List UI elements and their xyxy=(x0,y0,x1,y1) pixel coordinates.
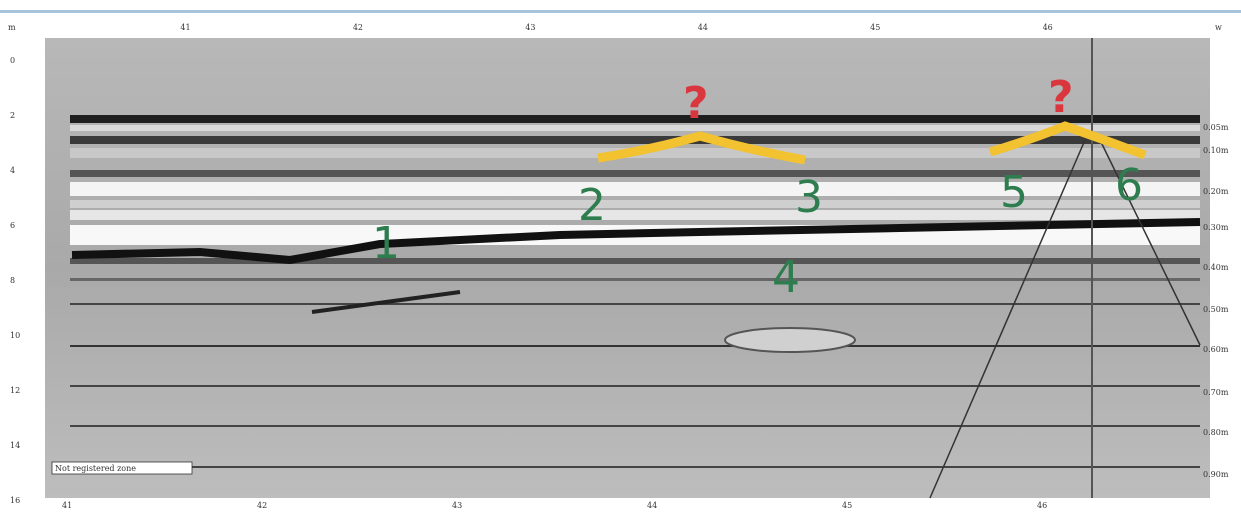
time-label: 0.50m xyxy=(1203,305,1229,314)
marker-number: 3 xyxy=(795,172,823,223)
time-label: 0.60m xyxy=(1203,345,1229,354)
depth-label: 10 xyxy=(10,331,20,340)
marker-number: 1 xyxy=(372,218,400,269)
radargram-figure: Not registered zone m414243444546w414243… xyxy=(0,0,1241,513)
layer xyxy=(70,125,1200,131)
layer xyxy=(70,385,1200,387)
layer xyxy=(70,115,1200,123)
time-label: 0.90m xyxy=(1203,470,1229,479)
layer xyxy=(70,466,1200,468)
layer xyxy=(70,200,1200,208)
bottom-axis-label: 46 xyxy=(1037,501,1047,510)
top-axis-label: 42 xyxy=(353,23,363,32)
depth-label: 16 xyxy=(10,496,20,505)
top-axis-label: w xyxy=(1215,23,1222,32)
time-label: 0.10m xyxy=(1203,146,1229,155)
top-axis-label: 41 xyxy=(180,23,190,32)
time-label: 0.30m xyxy=(1203,223,1229,232)
depth-label: 14 xyxy=(10,441,20,450)
layer xyxy=(70,278,1200,281)
marker-number: 4 xyxy=(772,252,800,303)
depth-label: 6 xyxy=(10,221,15,230)
anomaly xyxy=(725,328,855,352)
top-axis-label: 46 xyxy=(1043,23,1053,32)
depth-label: 8 xyxy=(10,276,15,285)
question-mark: ? xyxy=(683,78,709,129)
time-label: 0.40m xyxy=(1203,263,1229,272)
layer xyxy=(70,303,1200,305)
bottom-axis-label: 43 xyxy=(452,501,462,510)
depth-label: 2 xyxy=(10,111,15,120)
depth-label: 12 xyxy=(10,386,20,395)
page: Not registered zone m414243444546w414243… xyxy=(0,0,1241,513)
bottom-axis-label: 41 xyxy=(62,501,72,510)
bottom-axis-label: 45 xyxy=(842,501,852,510)
marker-number: 5 xyxy=(1000,167,1028,218)
time-label: 0.70m xyxy=(1203,388,1229,397)
layer xyxy=(70,345,1200,347)
marker-number: 6 xyxy=(1115,160,1143,211)
bottom-axis-label: 42 xyxy=(257,501,267,510)
depth-label: 0 xyxy=(10,56,15,65)
question-mark: ? xyxy=(1048,72,1074,123)
top-axis-label: m xyxy=(8,23,16,32)
layer xyxy=(70,170,1200,177)
top-axis-label: 43 xyxy=(525,23,535,32)
scan-area xyxy=(45,38,1210,498)
layer xyxy=(70,182,1200,196)
time-label: 0.80m xyxy=(1203,428,1229,437)
depth-label: 4 xyxy=(10,166,15,175)
time-label: 0.20m xyxy=(1203,187,1229,196)
marker-number: 2 xyxy=(578,180,606,231)
top-axis-label: 44 xyxy=(698,23,708,32)
layer xyxy=(70,210,1200,220)
layer xyxy=(70,425,1200,427)
zone-note: Not registered zone xyxy=(55,464,136,473)
top-axis-label: 45 xyxy=(870,23,880,32)
bottom-axis-label: 44 xyxy=(647,501,657,510)
window-border xyxy=(0,10,1241,13)
time-label: 0.05m xyxy=(1203,123,1229,132)
